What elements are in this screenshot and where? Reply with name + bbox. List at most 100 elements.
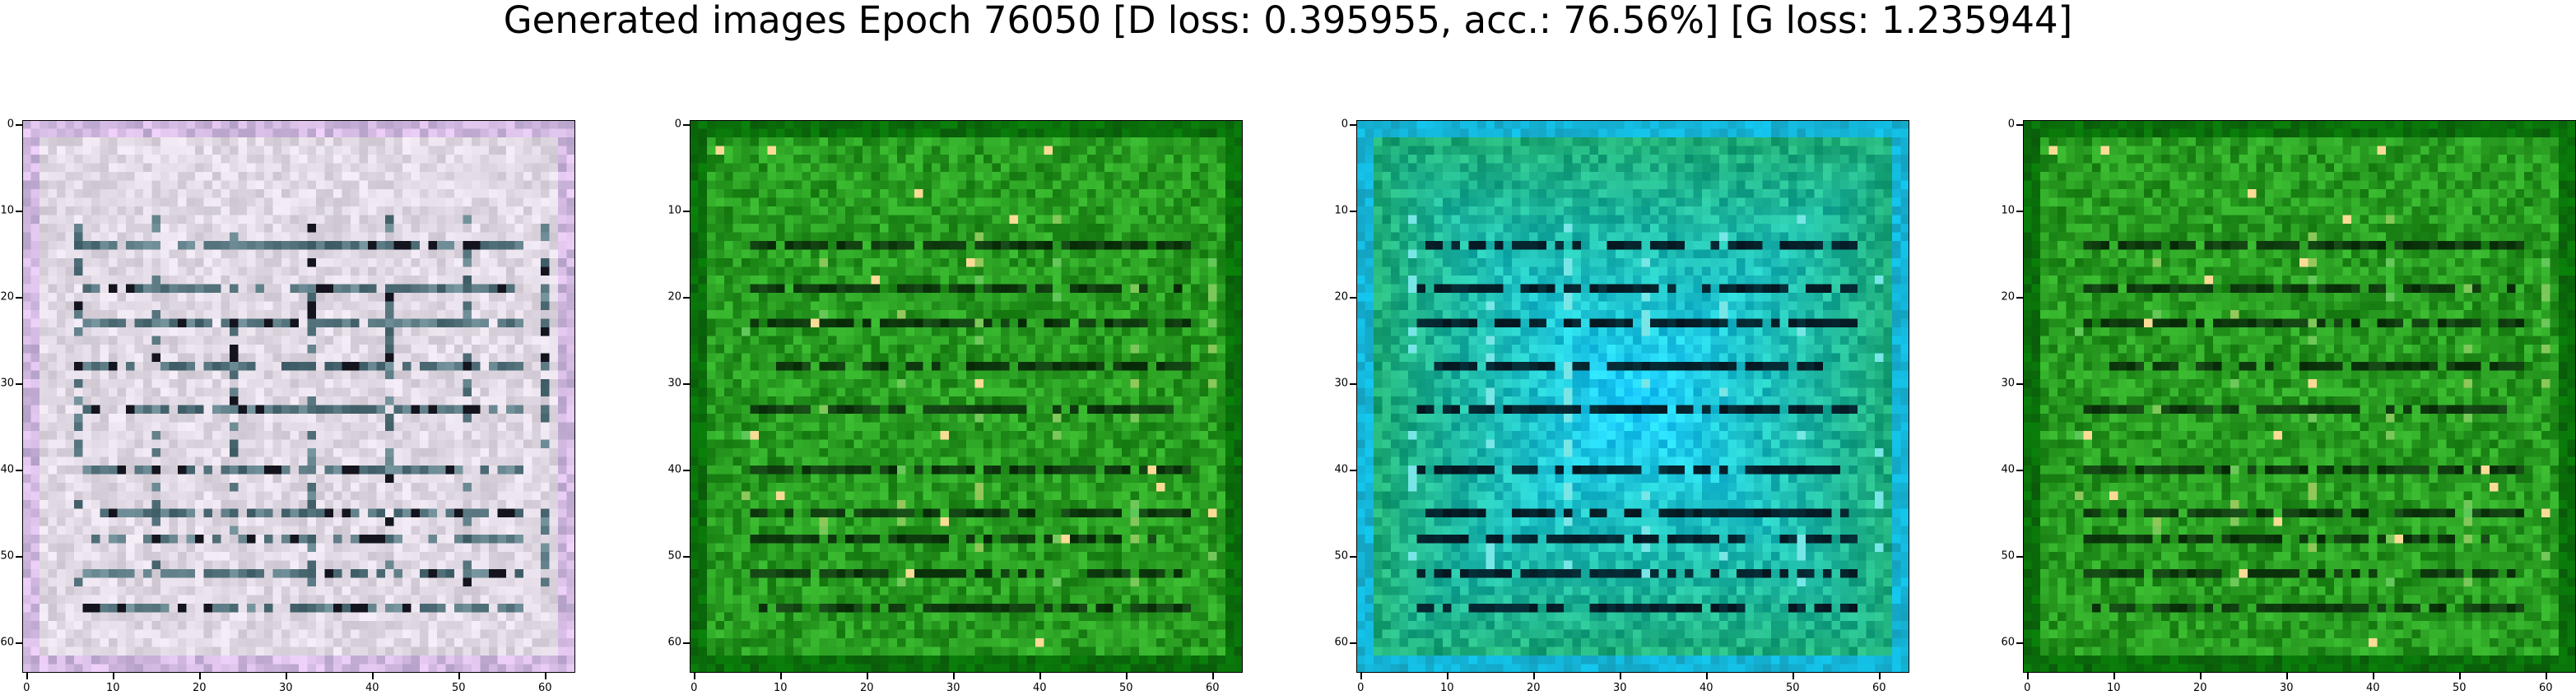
x-tick-label: 20 xyxy=(859,682,874,694)
x-tick-label: 30 xyxy=(2279,682,2294,694)
x-tick-label: 20 xyxy=(1526,682,1541,694)
x-tick xyxy=(26,673,28,679)
y-tick-label: 30 xyxy=(2001,377,2015,390)
y-tick-label: 0 xyxy=(1341,118,1348,131)
x-tick xyxy=(780,673,782,679)
x-tick-label: 40 xyxy=(1699,682,1713,694)
y-tick-label: 20 xyxy=(667,290,681,303)
y-tick xyxy=(683,124,690,126)
y-tick-label: 40 xyxy=(0,463,14,476)
y-tick-label: 0 xyxy=(674,118,681,131)
y-tick xyxy=(16,642,22,644)
generated-image-pixels xyxy=(690,120,1243,673)
x-tick-label: 50 xyxy=(1785,682,1800,694)
y-tick xyxy=(1350,556,1356,558)
x-tick-label: 10 xyxy=(105,682,120,694)
x-tick xyxy=(2459,673,2461,679)
y-tick-label: 60 xyxy=(667,636,681,649)
y-tick-label: 60 xyxy=(1334,636,1348,649)
x-tick xyxy=(458,673,460,679)
y-tick xyxy=(1350,383,1356,385)
x-tick-label: 60 xyxy=(1872,682,1886,694)
y-tick xyxy=(683,556,690,558)
generated-image-1: 0 0 10 10 20 20 30 30 40 40 50 50 60 60 xyxy=(0,118,575,694)
x-tick xyxy=(545,673,546,679)
x-tick xyxy=(2027,673,2029,679)
x-tick-label: 40 xyxy=(2365,682,2380,694)
y-tick-label: 50 xyxy=(667,549,681,563)
y-tick-label: 30 xyxy=(0,377,14,390)
x-tick-label: 60 xyxy=(2538,682,2553,694)
x-tick-label: 30 xyxy=(278,682,293,694)
x-tick-label: 0 xyxy=(23,682,30,694)
generated-image-pixels xyxy=(22,120,575,673)
x-tick xyxy=(372,673,374,679)
y-tick-label: 40 xyxy=(667,463,681,476)
y-tick xyxy=(683,383,690,385)
y-tick-label: 0 xyxy=(2007,118,2015,131)
x-tick xyxy=(1212,673,1214,679)
y-tick-label: 30 xyxy=(1334,377,1348,390)
x-tick-label: 60 xyxy=(537,682,552,694)
figure-title: Generated images Epoch 76050 [D loss: 0.… xyxy=(503,0,2073,42)
generated-image-pixels xyxy=(2023,120,2576,673)
generated-image-4: 0 0 10 10 20 20 30 30 40 40 50 50 60 60 xyxy=(2001,118,2576,694)
y-tick xyxy=(1350,297,1356,299)
y-tick xyxy=(683,642,690,644)
x-tick xyxy=(694,673,695,679)
y-tick xyxy=(1350,642,1356,644)
y-tick xyxy=(2016,383,2023,385)
x-tick-label: 60 xyxy=(1205,682,1220,694)
x-tick-label: 40 xyxy=(365,682,379,694)
y-tick xyxy=(1350,124,1356,126)
x-tick xyxy=(2113,673,2115,679)
x-tick-label: 40 xyxy=(1032,682,1047,694)
x-tick-label: 0 xyxy=(690,682,698,694)
y-tick-label: 30 xyxy=(667,377,681,390)
x-tick-label: 30 xyxy=(1612,682,1627,694)
generated-image-pixels xyxy=(1356,120,1909,673)
x-tick xyxy=(1706,673,1708,679)
x-tick xyxy=(113,673,114,679)
y-tick-label: 50 xyxy=(2001,549,2015,563)
x-tick-label: 50 xyxy=(2452,682,2467,694)
x-tick xyxy=(1533,673,1535,679)
x-tick xyxy=(1879,673,1881,679)
x-tick-label: 0 xyxy=(2024,682,2031,694)
y-tick-label: 10 xyxy=(1334,204,1348,217)
x-tick-label: 50 xyxy=(1118,682,1133,694)
x-tick-label: 10 xyxy=(1439,682,1454,694)
x-tick xyxy=(1447,673,1448,679)
y-tick xyxy=(2016,297,2023,299)
y-tick-label: 10 xyxy=(2001,204,2015,217)
y-tick-label: 20 xyxy=(2001,290,2015,303)
x-tick xyxy=(1126,673,1128,679)
y-tick xyxy=(16,556,22,558)
x-tick-label: 20 xyxy=(2192,682,2207,694)
generated-image-2: 0 0 10 10 20 20 30 30 40 40 50 50 60 60 xyxy=(667,118,1243,694)
y-tick-label: 60 xyxy=(0,636,14,649)
y-tick xyxy=(16,297,22,299)
x-tick-label: 10 xyxy=(2106,682,2121,694)
y-tick-label: 20 xyxy=(0,290,14,303)
x-tick xyxy=(199,673,201,679)
y-tick-label: 0 xyxy=(7,118,14,131)
x-tick xyxy=(1039,673,1041,679)
y-tick-label: 40 xyxy=(2001,463,2015,476)
y-tick xyxy=(16,383,22,385)
y-tick-label: 60 xyxy=(2001,636,2015,649)
y-tick xyxy=(2016,642,2023,644)
y-tick xyxy=(2016,124,2023,126)
x-tick-label: 10 xyxy=(773,682,788,694)
x-tick-label: 0 xyxy=(1357,682,1365,694)
x-tick-label: 20 xyxy=(192,682,207,694)
x-tick-label: 50 xyxy=(451,682,466,694)
x-tick xyxy=(2286,673,2288,679)
y-tick-label: 50 xyxy=(1334,549,1348,563)
y-tick-label: 10 xyxy=(667,204,681,217)
y-tick xyxy=(683,297,690,299)
generated-image-3: 0 0 10 10 20 20 30 30 40 40 50 50 60 60 xyxy=(1334,118,1909,694)
x-tick xyxy=(953,673,955,679)
y-tick-label: 50 xyxy=(0,549,14,563)
y-tick-label: 20 xyxy=(1334,290,1348,303)
